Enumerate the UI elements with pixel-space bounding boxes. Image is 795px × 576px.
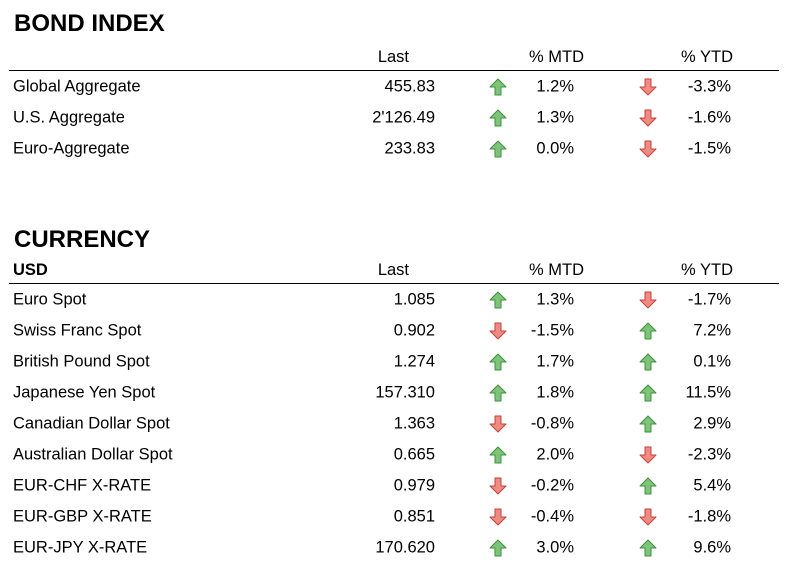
table-row: British Pound Spot 1.274 1.7% 0.1% (9, 346, 779, 377)
row-name: British Pound Spot (13, 352, 150, 370)
row-last: 1.085 (393, 290, 435, 308)
arrow-down-icon (639, 109, 657, 127)
currency-title: CURRENCY (14, 226, 151, 253)
row-last: 2'126.49 (372, 108, 435, 126)
row-last: 0.665 (393, 445, 435, 463)
row-mtd: 1.3% (536, 290, 574, 308)
row-ytd: 11.5% (685, 383, 731, 401)
row-name: EUR-CHF X-RATE (13, 476, 152, 494)
row-last: 1.363 (393, 414, 435, 432)
arrow-down-icon (639, 291, 657, 309)
row-last: 0.851 (393, 507, 435, 525)
row-mtd: 0.0% (536, 139, 574, 157)
row-mtd: 1.7% (536, 352, 574, 370)
row-last: 0.902 (393, 321, 435, 339)
row-name: Japanese Yen Spot (13, 383, 156, 401)
arrow-up-icon (489, 109, 507, 127)
row-last: 455.83 (384, 77, 435, 95)
row-ytd: 2.9% (693, 414, 731, 432)
row-last: 157.310 (375, 383, 435, 401)
row-name: Euro Spot (13, 290, 87, 308)
row-ytd: 0.1% (693, 352, 731, 370)
row-ytd: -2.3% (687, 445, 731, 463)
table-row: Euro Spot 1.085 1.3% -1.7% (9, 284, 779, 315)
table-row: EUR-CHF X-RATE 0.979 -0.2% 5.4% (9, 470, 779, 501)
currency-header-last: Last (377, 261, 409, 279)
currency-header-ytd: % YTD (681, 261, 733, 279)
row-name: U.S. Aggregate (13, 108, 125, 126)
arrow-up-icon (639, 353, 657, 371)
table-row: Australian Dollar Spot 0.665 2.0% -2.3% (9, 439, 779, 470)
bond-header-ytd: % YTD (681, 48, 733, 66)
row-name: EUR-JPY X-RATE (13, 538, 148, 556)
arrow-down-icon (639, 508, 657, 526)
row-mtd: 1.3% (536, 108, 574, 126)
table-row: Japanese Yen Spot 157.310 1.8% 11.5% (9, 377, 779, 408)
arrow-down-icon (489, 322, 507, 340)
row-last: 233.83 (384, 139, 435, 157)
currency-table: USD Last % MTD % YTD Euro Spot 1.085 1.3% -… (9, 259, 779, 563)
row-ytd: -1.7% (687, 290, 731, 308)
bond-header-mtd: % MTD (529, 48, 584, 66)
currency-header-row: USD Last % MTD % YTD (9, 259, 779, 284)
row-name: Euro-Aggregate (13, 139, 130, 157)
row-ytd: 7.2% (693, 321, 731, 339)
arrow-up-icon (639, 322, 657, 340)
row-mtd: -0.2% (530, 476, 574, 494)
row-ytd: -1.5% (687, 139, 731, 157)
row-mtd: 2.0% (536, 445, 574, 463)
bond-header-last: Last (377, 48, 409, 66)
row-ytd: -3.3% (687, 77, 731, 95)
arrow-up-icon (639, 415, 657, 433)
arrow-down-icon (639, 78, 657, 96)
row-name: Swiss Franc Spot (13, 321, 142, 339)
table-row: Canadian Dollar Spot 1.363 -0.8% 2.9% (9, 408, 779, 439)
bond-index-title: BOND INDEX (14, 10, 165, 37)
row-name: Australian Dollar Spot (13, 445, 173, 463)
table-row: EUR-JPY X-RATE 170.620 3.0% 9.6% (9, 532, 779, 563)
arrow-up-icon (489, 384, 507, 402)
arrow-up-icon (489, 353, 507, 371)
arrow-down-icon (489, 477, 507, 495)
arrow-down-icon (639, 140, 657, 158)
currency-header-mtd: % MTD (529, 261, 584, 279)
row-mtd: -0.4% (530, 507, 574, 525)
bond-index-table: Last % MTD % YTD Global Aggregate 455.83 1… (9, 46, 779, 164)
arrow-down-icon (639, 446, 657, 464)
row-mtd: 1.2% (536, 77, 574, 95)
arrow-up-icon (639, 539, 657, 557)
table-row: U.S. Aggregate 2'126.49 1.3% -1.6% (9, 102, 779, 133)
bond-header-row: Last % MTD % YTD (9, 46, 779, 71)
row-name: Global Aggregate (13, 77, 141, 95)
table-row: Euro-Aggregate 233.83 0.0% -1.5% (9, 133, 779, 164)
arrow-up-icon (639, 477, 657, 495)
row-name: Canadian Dollar Spot (13, 414, 170, 432)
table-row: EUR-GBP X-RATE 0.851 -0.4% -1.8% (9, 501, 779, 532)
table-row: Global Aggregate 455.83 1.2% -3.3% (9, 71, 779, 102)
row-name: EUR-GBP X-RATE (13, 507, 152, 525)
arrow-up-icon (489, 446, 507, 464)
arrow-up-icon (489, 78, 507, 96)
row-ytd: -1.8% (687, 507, 731, 525)
arrow-down-icon (489, 415, 507, 433)
row-mtd: 3.0% (536, 538, 574, 556)
currency-header-base: USD (13, 261, 48, 279)
row-ytd: 9.6% (693, 538, 731, 556)
row-ytd: 5.4% (693, 476, 731, 494)
row-ytd: -1.6% (687, 108, 731, 126)
arrow-up-icon (489, 291, 507, 309)
arrow-up-icon (489, 140, 507, 158)
bond-rows: Global Aggregate 455.83 1.2% -3.3% U.S. Aggr… (9, 71, 779, 164)
row-last: 0.979 (393, 476, 435, 494)
currency-rows: Euro Spot 1.085 1.3% -1.7% Swiss Franc Spot 0… (9, 284, 779, 563)
table-row: Swiss Franc Spot 0.902 -1.5% 7.2% (9, 315, 779, 346)
row-mtd: -1.5% (530, 321, 574, 339)
row-mtd: 1.8% (536, 383, 574, 401)
arrow-up-icon (639, 384, 657, 402)
arrow-up-icon (489, 539, 507, 557)
arrow-down-icon (489, 508, 507, 526)
row-last: 1.274 (393, 352, 435, 370)
row-last: 170.620 (375, 538, 435, 556)
row-mtd: -0.8% (530, 414, 574, 432)
